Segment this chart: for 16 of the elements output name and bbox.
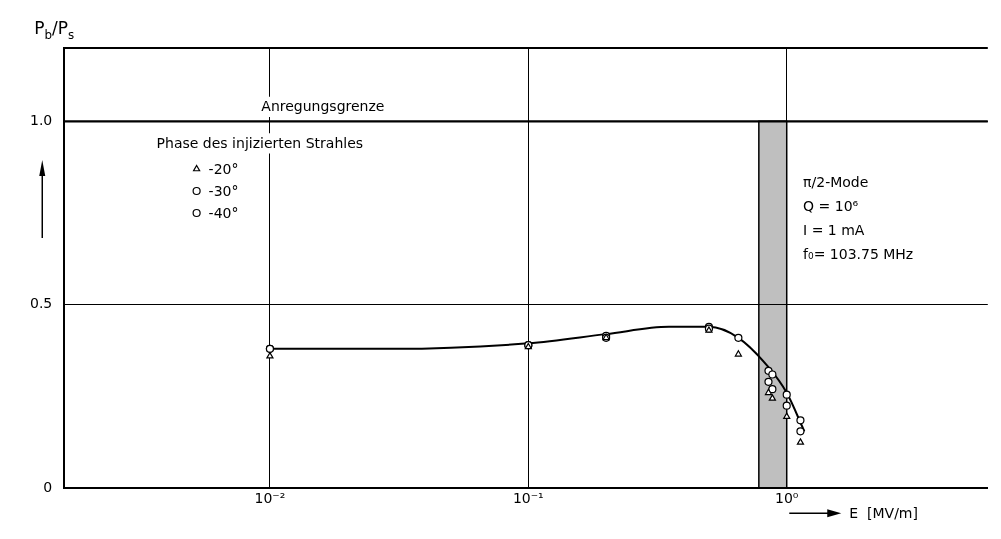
legend-title: Phase des injizierten Strahles	[156, 135, 364, 151]
x-tick-label: 10⁻¹	[512, 490, 544, 507]
legend-label: -40°	[208, 205, 239, 221]
y-tick-label: 0.5	[30, 295, 53, 312]
x-axis-title: E [MV/m]	[849, 505, 918, 522]
ref-line-label: Anregungsgrenze	[261, 98, 385, 115]
legend-label: -30°	[208, 183, 239, 199]
legend-label: -20°	[208, 161, 239, 177]
annotation: π/2-Mode	[803, 174, 869, 191]
annotation: f₀= 103.75 MHz	[803, 246, 914, 263]
x-tick-label: 10⁰	[775, 490, 799, 507]
y-tick-label: 0	[43, 478, 53, 495]
y-tick-label: 1.0	[30, 112, 53, 129]
x-tick-label: 10⁻²	[254, 490, 286, 507]
annotation: Q = 10⁶	[803, 198, 859, 215]
annotation: I = 1 mA	[803, 222, 865, 239]
